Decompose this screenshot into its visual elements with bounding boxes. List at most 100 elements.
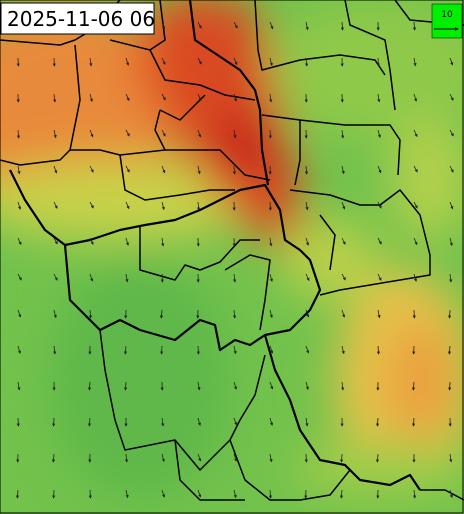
wind-arrow <box>269 57 273 67</box>
wind-arrow <box>269 237 273 247</box>
wind-arrow <box>305 273 310 282</box>
wind-arrow <box>268 489 273 499</box>
wind-arrow <box>377 309 381 319</box>
wind-arrow <box>341 381 345 391</box>
wind-arrow <box>16 129 21 139</box>
wind-arrow <box>89 201 94 209</box>
wind-arrow <box>196 345 200 355</box>
wind-arrow <box>125 57 130 66</box>
wind-arrow <box>125 129 130 137</box>
wind-arrow <box>339 489 344 499</box>
wind-arrow <box>305 237 310 246</box>
wind-arrow <box>304 57 309 67</box>
wind-arrow <box>233 417 238 426</box>
wind-arrow <box>89 129 94 138</box>
wind-arrow <box>449 129 454 137</box>
wind-arrow <box>305 417 309 427</box>
wind-arrow <box>161 129 166 137</box>
wind-arrow <box>161 57 166 65</box>
wind-arrow <box>413 93 418 102</box>
wind-arrow <box>233 21 238 29</box>
wind-arrow <box>89 165 94 173</box>
wind-arrow <box>341 309 346 318</box>
wind-arrow <box>233 453 238 462</box>
wind-arrow <box>305 201 309 211</box>
wind-arrow <box>17 381 21 391</box>
wind-arrow <box>449 57 454 66</box>
wind-arrow <box>269 273 273 283</box>
wind-arrow <box>341 201 346 210</box>
wind-arrow <box>305 21 309 31</box>
wind-arrow <box>305 309 310 318</box>
wind-arrow <box>341 165 345 175</box>
wind-arrow <box>413 201 418 209</box>
wind-arrow <box>161 417 165 427</box>
wind-arrow <box>197 381 201 391</box>
wind-arrow <box>53 237 58 245</box>
wind-arrow <box>17 165 21 175</box>
wind-arrow <box>233 273 237 283</box>
wind-arrow <box>197 57 202 65</box>
wind-arrow <box>376 57 380 67</box>
wind-arrow <box>269 345 274 354</box>
wind-arrow <box>53 201 58 209</box>
wind-arrow <box>447 345 452 355</box>
wind-arrow <box>17 309 22 318</box>
timestamp: 2025-11-06 06 <box>7 7 155 31</box>
wind-arrow <box>341 273 346 281</box>
wind-arrow <box>377 165 382 174</box>
wind-arrow <box>161 489 166 498</box>
wind-arrow <box>161 93 166 101</box>
wind-arrow <box>53 273 58 281</box>
wind-arrow <box>269 309 273 319</box>
wind-arrow <box>52 417 56 427</box>
wind-arrow <box>161 165 166 174</box>
wind-arrow <box>412 417 416 427</box>
wind-arrow <box>377 237 382 245</box>
wind-arrow <box>375 453 380 463</box>
wind-arrow <box>197 489 202 498</box>
wind-arrow <box>53 309 57 319</box>
wind-arrow <box>413 165 418 173</box>
wind-arrow <box>125 93 130 102</box>
wind-arrow <box>125 489 129 499</box>
wind-arrow <box>340 21 345 31</box>
wind-arrow <box>197 93 202 101</box>
wind-arrow <box>53 345 57 355</box>
wind-arrow <box>125 165 130 173</box>
wind-arrow <box>413 129 418 138</box>
wind-arrow <box>449 273 453 283</box>
wind-arrow <box>197 453 202 462</box>
wind-arrow <box>232 309 237 319</box>
wind-arrow <box>197 129 202 138</box>
wind-arrow <box>449 453 453 463</box>
wind-arrow <box>449 93 454 101</box>
wind-arrow <box>340 453 344 463</box>
wind-arrow <box>305 381 309 391</box>
wind-arrow <box>233 345 237 355</box>
wind-arrow <box>269 417 274 426</box>
wind-arrow <box>53 129 57 139</box>
wind-arrow <box>17 201 22 210</box>
wind-arrow <box>412 21 417 31</box>
wind-arrow <box>413 273 417 282</box>
wind-arrow <box>125 273 129 283</box>
wind-arrow <box>413 57 417 67</box>
wind-arrow <box>159 309 164 319</box>
wind-arrow <box>269 381 274 390</box>
wind-arrow <box>51 453 56 463</box>
wind-arrow <box>161 453 165 463</box>
wind-arrow <box>269 21 274 30</box>
wind-arrow <box>412 489 417 499</box>
wind-arrow <box>413 237 418 246</box>
wind-arrow <box>233 93 237 102</box>
wind-arrows <box>15 21 454 499</box>
wind-arrow <box>448 309 452 319</box>
wind-arrow <box>233 381 238 390</box>
wind-arrow <box>269 93 273 103</box>
wind-arrow <box>89 273 94 282</box>
wind-arrow <box>15 489 20 499</box>
wind-arrow <box>124 453 129 463</box>
wind-arrow <box>375 417 380 427</box>
